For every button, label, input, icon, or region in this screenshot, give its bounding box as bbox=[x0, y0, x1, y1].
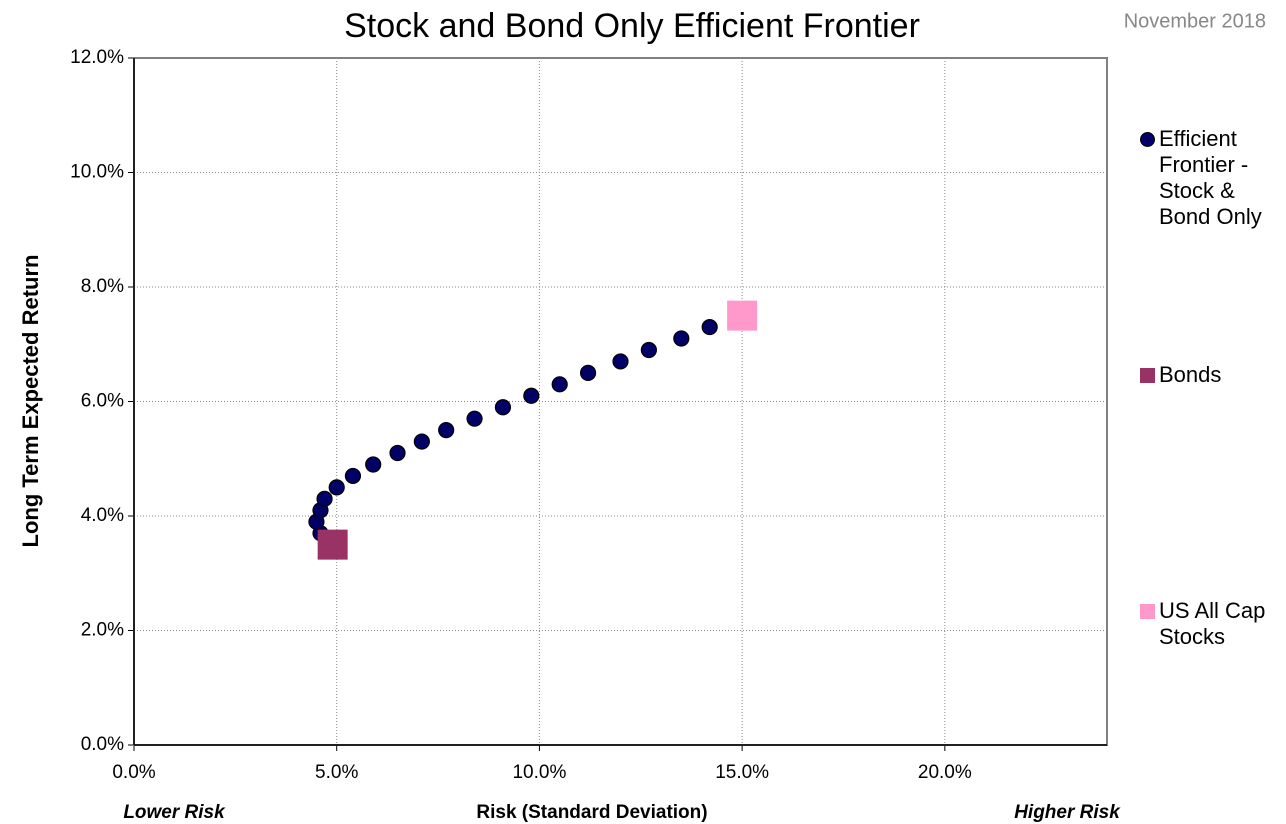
point bbox=[640, 341, 657, 359]
x-tick-label: 15.0% bbox=[715, 762, 769, 783]
point bbox=[673, 330, 690, 347]
point bbox=[523, 387, 540, 404]
chart-title: Stock and Bond Only Efficient Frontier bbox=[344, 7, 920, 45]
y-tick-label: 4.0% bbox=[81, 505, 124, 526]
point bbox=[328, 479, 345, 496]
date-label: November 2018 bbox=[1124, 10, 1266, 32]
x-tick-label: 10.0% bbox=[512, 762, 566, 783]
point bbox=[466, 410, 483, 427]
y-tick-label: 2.0% bbox=[81, 620, 124, 641]
legend-swatch bbox=[1140, 368, 1155, 383]
legend-entry: Efficient Frontier - Stock & Bond Only bbox=[1140, 126, 1280, 230]
legend-entry: US All Cap Stocks bbox=[1140, 598, 1280, 650]
y-tick-label: 12.0% bbox=[70, 47, 124, 68]
point bbox=[317, 529, 348, 560]
y-tick-label: 10.0% bbox=[70, 162, 124, 183]
point bbox=[701, 318, 718, 336]
legend-label: US All Cap Stocks bbox=[1159, 598, 1266, 649]
x-axis-label: Risk (Standard Deviation) bbox=[476, 802, 707, 823]
x-tick-label: 20.0% bbox=[918, 762, 972, 783]
point bbox=[365, 456, 382, 473]
legend-swatch bbox=[1140, 604, 1155, 619]
legend-label: Efficient Frontier - Stock & Bond Only bbox=[1159, 126, 1262, 229]
point bbox=[344, 467, 362, 485]
legend-label: Bonds bbox=[1159, 362, 1222, 387]
legend-swatch bbox=[1140, 132, 1155, 147]
legend-entry: Bonds bbox=[1140, 362, 1280, 388]
point bbox=[727, 300, 758, 331]
x-tick-label: 0.0% bbox=[112, 762, 155, 783]
point bbox=[316, 490, 333, 507]
point bbox=[551, 376, 568, 393]
lower-risk-label: Lower Risk bbox=[123, 802, 226, 823]
point bbox=[494, 399, 512, 416]
y-axis-label: Long Term Expected Return bbox=[18, 255, 43, 548]
point bbox=[413, 433, 430, 450]
y-tick-label: 0.0% bbox=[81, 734, 124, 755]
y-tick-label: 8.0% bbox=[81, 276, 124, 297]
higher-risk-label: Higher Risk bbox=[1014, 802, 1121, 823]
point bbox=[579, 364, 597, 381]
y-tick-label: 6.0% bbox=[81, 391, 124, 412]
point bbox=[612, 353, 629, 370]
point bbox=[438, 422, 455, 439]
x-tick-label: 5.0% bbox=[315, 762, 358, 783]
point bbox=[389, 444, 406, 462]
